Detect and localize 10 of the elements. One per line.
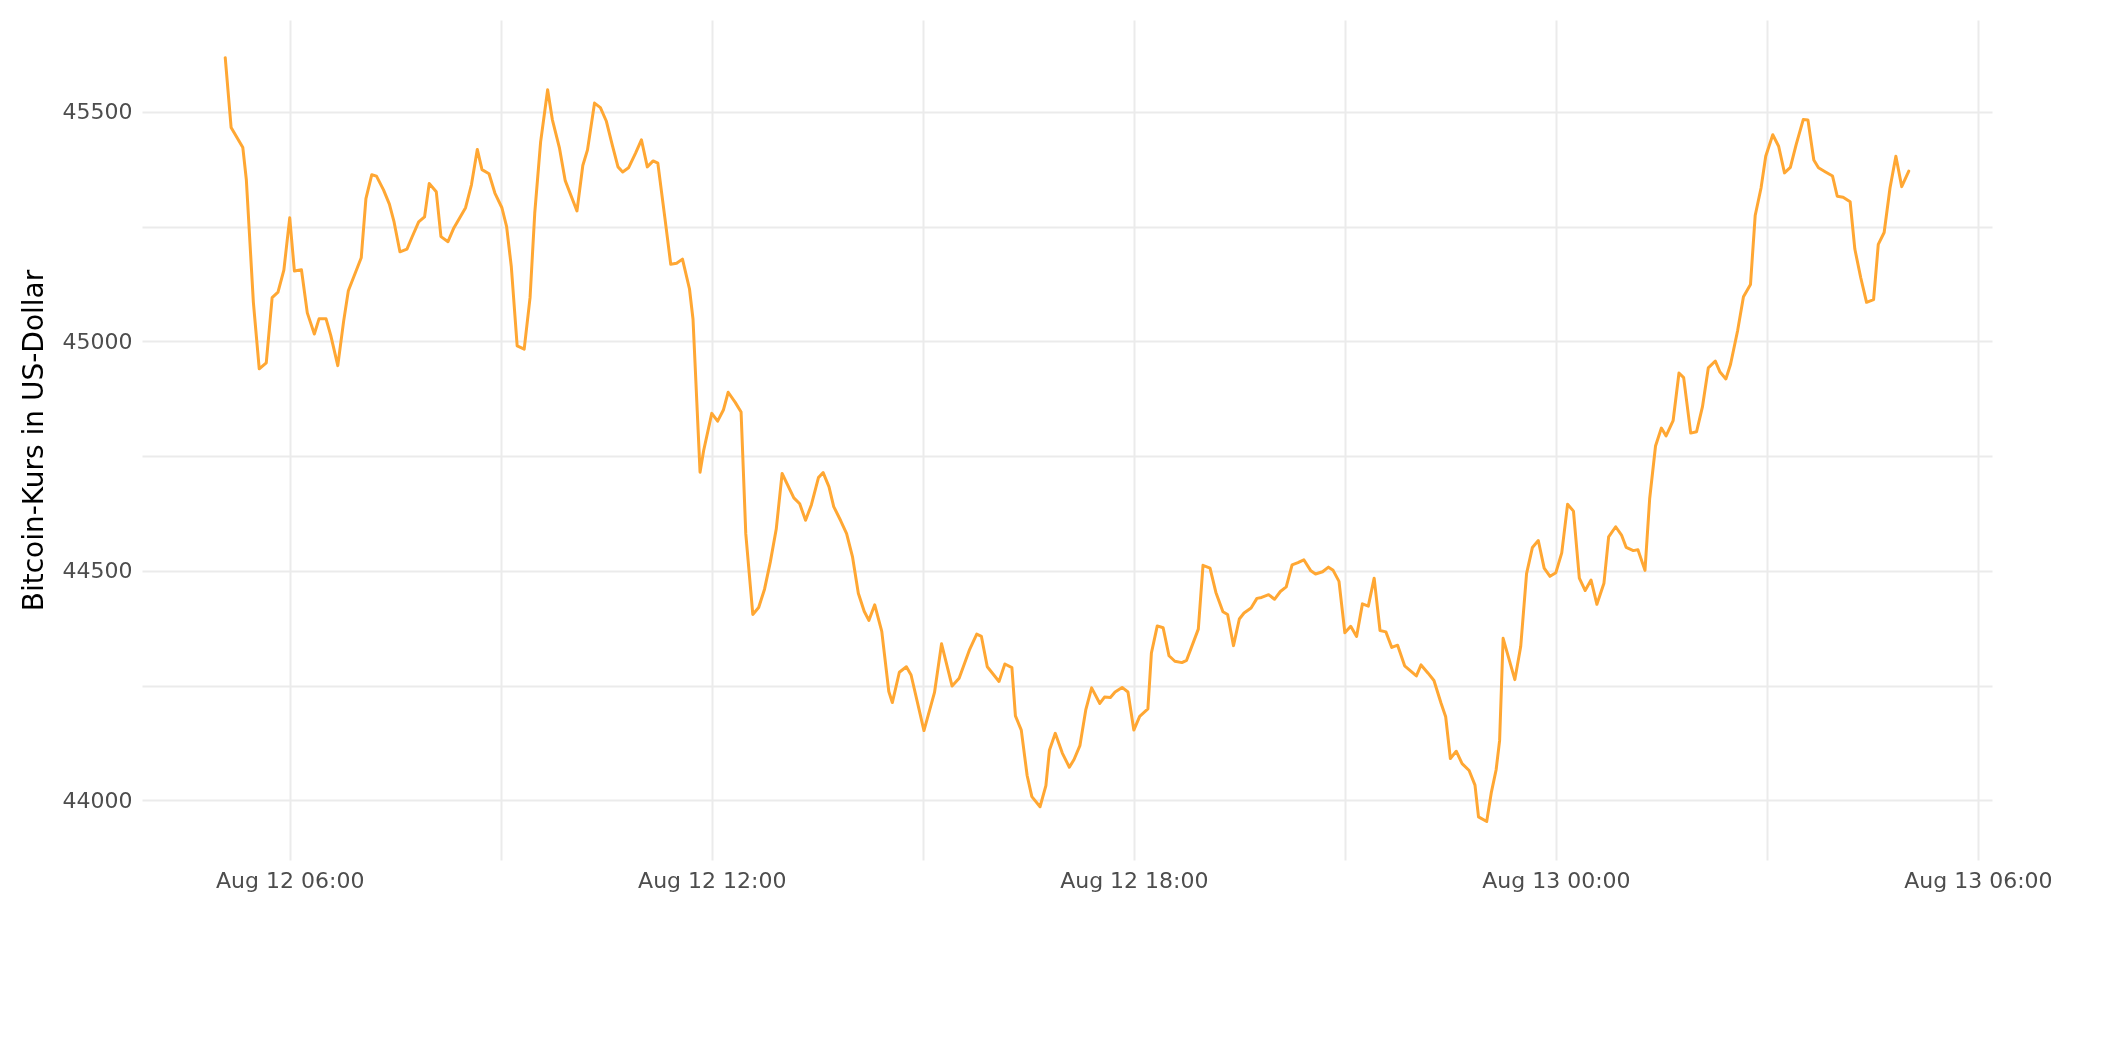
x-tick-label: Aug 12 06:00 <box>216 867 365 893</box>
y-tick-label: 44000 <box>62 787 133 813</box>
x-tick-label: Aug 13 06:00 <box>1904 867 2053 893</box>
x-tick-label: Aug 12 12:00 <box>638 867 787 893</box>
y-tick-label: 45500 <box>62 99 133 125</box>
x-tick-label: Aug 13 00:00 <box>1482 867 1631 893</box>
y-axis-title: Bitcoin-Kurs in US-Dollar <box>16 269 50 612</box>
x-tick-label: Aug 12 18:00 <box>1060 867 1209 893</box>
y-tick-label: 44500 <box>62 558 133 584</box>
y-tick-label: 45000 <box>62 328 133 354</box>
